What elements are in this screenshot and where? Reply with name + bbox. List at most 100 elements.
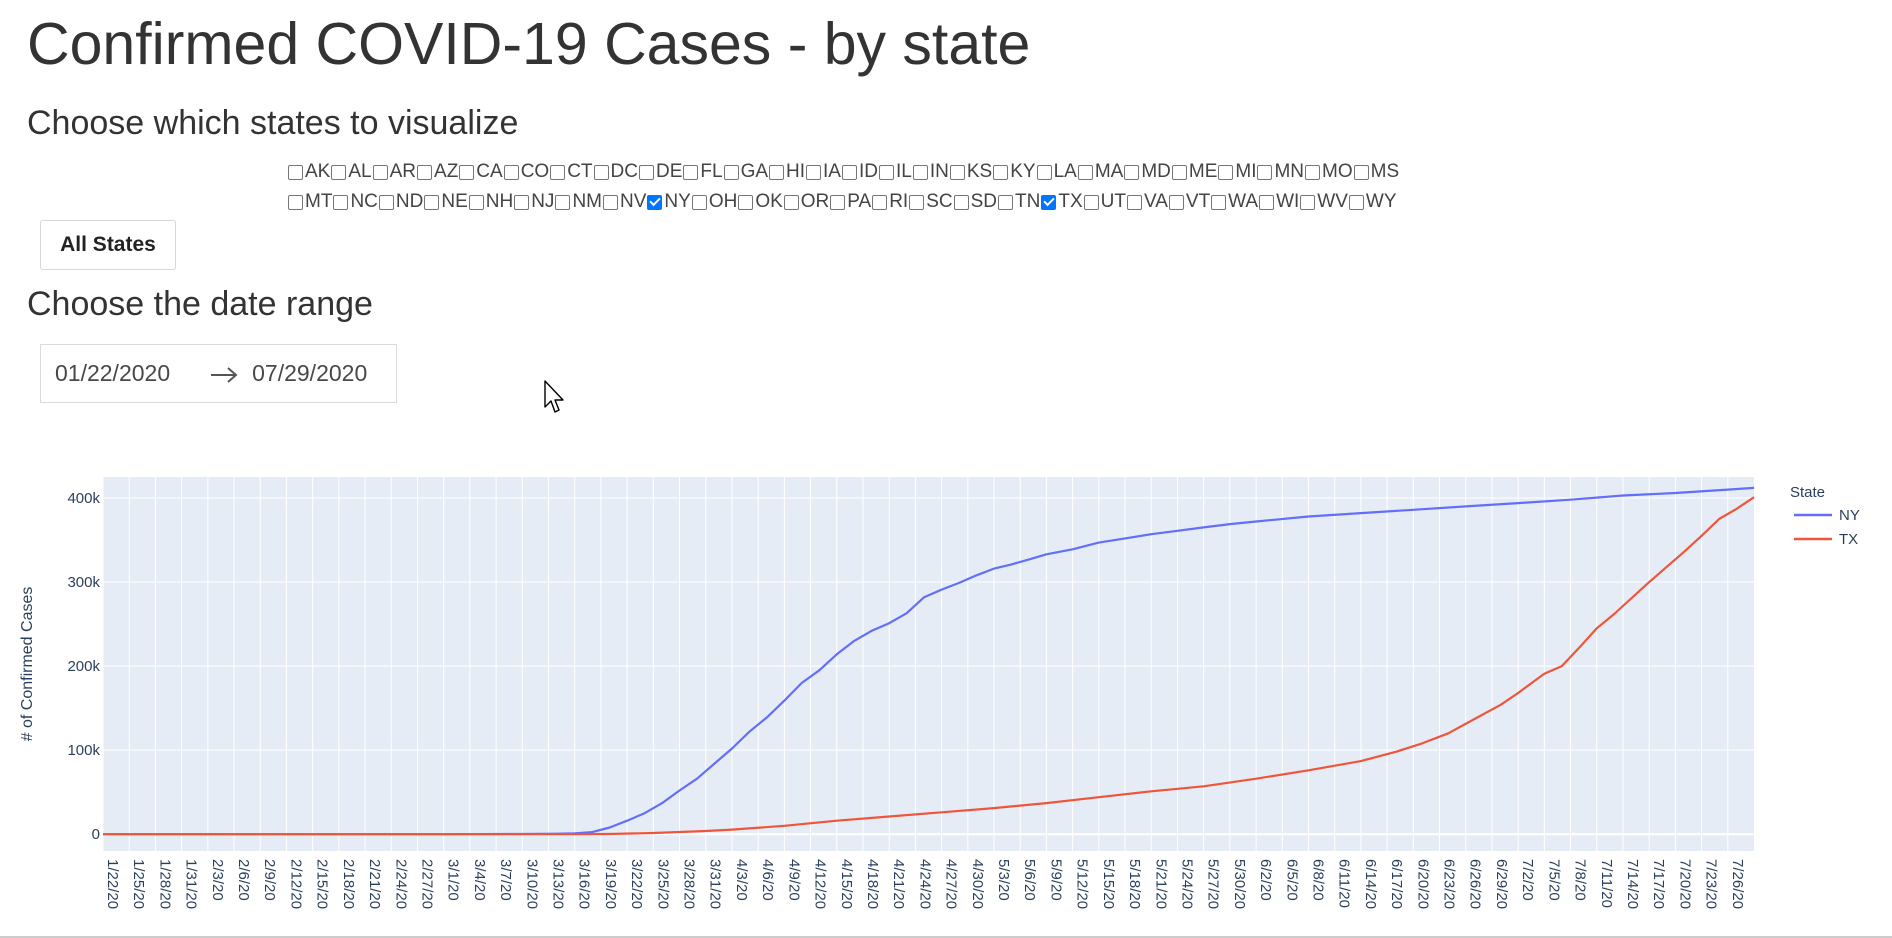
series-line-ny[interactable] <box>103 486 1755 836</box>
state-checkbox[interactable] <box>738 194 754 210</box>
state-option-az[interactable]: AZ <box>417 161 458 183</box>
state-checkbox[interactable] <box>459 164 475 180</box>
state-option-sd[interactable]: SD <box>953 191 997 213</box>
legend-item-ny[interactable]: NY <box>1794 507 1860 524</box>
state-option-tx[interactable]: TX <box>1041 191 1083 213</box>
state-option-nj[interactable]: NJ <box>514 191 554 213</box>
state-checkbox[interactable] <box>417 164 433 180</box>
state-checkbox[interactable] <box>550 164 566 180</box>
state-option-nv[interactable]: NV <box>603 191 646 213</box>
state-checkbox[interactable] <box>638 164 654 180</box>
state-option-ok[interactable]: OK <box>738 191 783 213</box>
state-checkbox[interactable] <box>424 194 440 210</box>
state-option-al[interactable]: AL <box>331 161 372 183</box>
state-checkbox[interactable] <box>683 164 699 180</box>
start-date-input[interactable]: 01/22/2020 <box>55 360 171 386</box>
state-option-mo[interactable]: MO <box>1305 161 1353 183</box>
state-checkbox[interactable] <box>783 194 799 210</box>
state-checkbox[interactable] <box>806 164 822 180</box>
state-checkbox[interactable] <box>514 194 530 210</box>
state-option-de[interactable]: DE <box>638 161 682 183</box>
state-checkbox[interactable] <box>647 194 663 210</box>
state-checkbox[interactable] <box>1259 194 1275 210</box>
state-option-ga[interactable]: GA <box>723 161 768 183</box>
state-option-ar[interactable]: AR <box>372 161 416 183</box>
state-option-ca[interactable]: CA <box>459 161 503 183</box>
state-checkbox[interactable] <box>333 194 349 210</box>
state-option-nc[interactable]: NC <box>333 191 378 213</box>
state-option-wv[interactable]: WV <box>1300 191 1348 213</box>
state-checkbox[interactable] <box>1041 194 1057 210</box>
state-option-or[interactable]: OR <box>783 191 829 213</box>
state-option-dc[interactable]: DC <box>593 161 638 183</box>
state-checkbox[interactable] <box>288 164 303 180</box>
state-checkbox[interactable] <box>909 194 925 210</box>
state-checkbox[interactable] <box>1077 164 1093 180</box>
state-option-co[interactable]: CO <box>503 161 549 183</box>
state-option-mt[interactable]: MT <box>288 191 332 213</box>
state-option-nh[interactable]: NH <box>468 191 513 213</box>
state-checkbox[interactable] <box>555 194 571 210</box>
state-checkbox[interactable] <box>1348 194 1364 210</box>
state-checkbox[interactable] <box>1126 194 1142 210</box>
state-option-ut[interactable]: UT <box>1083 191 1126 213</box>
state-option-wy[interactable]: WY <box>1348 191 1397 213</box>
state-option-nd[interactable]: ND <box>378 191 423 213</box>
state-checkbox[interactable] <box>372 164 388 180</box>
state-checkbox[interactable] <box>1211 194 1227 210</box>
state-checkbox[interactable] <box>878 164 894 180</box>
state-option-ia[interactable]: IA <box>806 161 841 183</box>
state-option-ak[interactable]: AK <box>288 161 330 183</box>
state-checkbox[interactable] <box>841 164 857 180</box>
state-checkbox[interactable] <box>691 194 707 210</box>
state-checkbox[interactable] <box>830 194 846 210</box>
state-checkbox[interactable] <box>993 164 1009 180</box>
series-line-tx[interactable] <box>103 496 1755 836</box>
state-option-md[interactable]: MD <box>1124 161 1171 183</box>
state-checkbox[interactable] <box>872 194 888 210</box>
state-checkbox[interactable] <box>1305 164 1321 180</box>
state-option-me[interactable]: ME <box>1171 161 1217 183</box>
state-option-mn[interactable]: MN <box>1257 161 1304 183</box>
state-option-oh[interactable]: OH <box>691 191 737 213</box>
state-option-ms[interactable]: MS <box>1353 161 1399 183</box>
state-checkbox[interactable] <box>468 194 484 210</box>
state-checkbox[interactable] <box>593 164 609 180</box>
state-option-la[interactable]: LA <box>1036 161 1077 183</box>
state-option-ny[interactable]: NY <box>647 191 691 213</box>
state-checkbox[interactable] <box>1300 194 1316 210</box>
state-checkbox[interactable] <box>998 194 1014 210</box>
state-checkbox[interactable] <box>1353 164 1369 180</box>
state-checkbox[interactable] <box>1036 164 1052 180</box>
state-checkbox[interactable] <box>288 194 303 210</box>
state-option-wa[interactable]: WA <box>1211 191 1258 213</box>
state-option-tn[interactable]: TN <box>998 191 1040 213</box>
legend-item-tx[interactable]: TX <box>1794 531 1858 548</box>
state-checkbox[interactable] <box>331 164 347 180</box>
legend[interactable]: State NY TX <box>1790 484 1860 548</box>
state-checkbox[interactable] <box>603 194 618 210</box>
state-option-in[interactable]: IN <box>912 161 949 183</box>
state-option-hi[interactable]: HI <box>769 161 805 183</box>
state-option-ma[interactable]: MA <box>1077 161 1123 183</box>
state-checkbox[interactable] <box>723 164 739 180</box>
state-option-ct[interactable]: CT <box>550 161 593 183</box>
state-checkbox[interactable] <box>949 164 965 180</box>
state-option-ne[interactable]: NE <box>424 191 468 213</box>
state-option-id[interactable]: ID <box>841 161 878 183</box>
state-checkbox[interactable] <box>503 164 519 180</box>
state-option-mi[interactable]: MI <box>1218 161 1256 183</box>
state-option-vt[interactable]: VT <box>1168 191 1210 213</box>
state-option-va[interactable]: VA <box>1126 191 1168 213</box>
state-option-ks[interactable]: KS <box>949 161 992 183</box>
state-checkbox[interactable] <box>1171 164 1187 180</box>
state-option-sc[interactable]: SC <box>909 191 953 213</box>
state-checkbox[interactable] <box>1257 164 1273 180</box>
state-checkbox[interactable] <box>1083 194 1099 210</box>
state-option-ky[interactable]: KY <box>993 161 1036 183</box>
state-option-il[interactable]: IL <box>878 161 912 183</box>
state-option-fl[interactable]: FL <box>683 161 723 183</box>
state-checkbox[interactable] <box>1218 164 1234 180</box>
state-checkbox[interactable] <box>1124 164 1140 180</box>
all-states-button[interactable]: All States <box>40 220 176 270</box>
